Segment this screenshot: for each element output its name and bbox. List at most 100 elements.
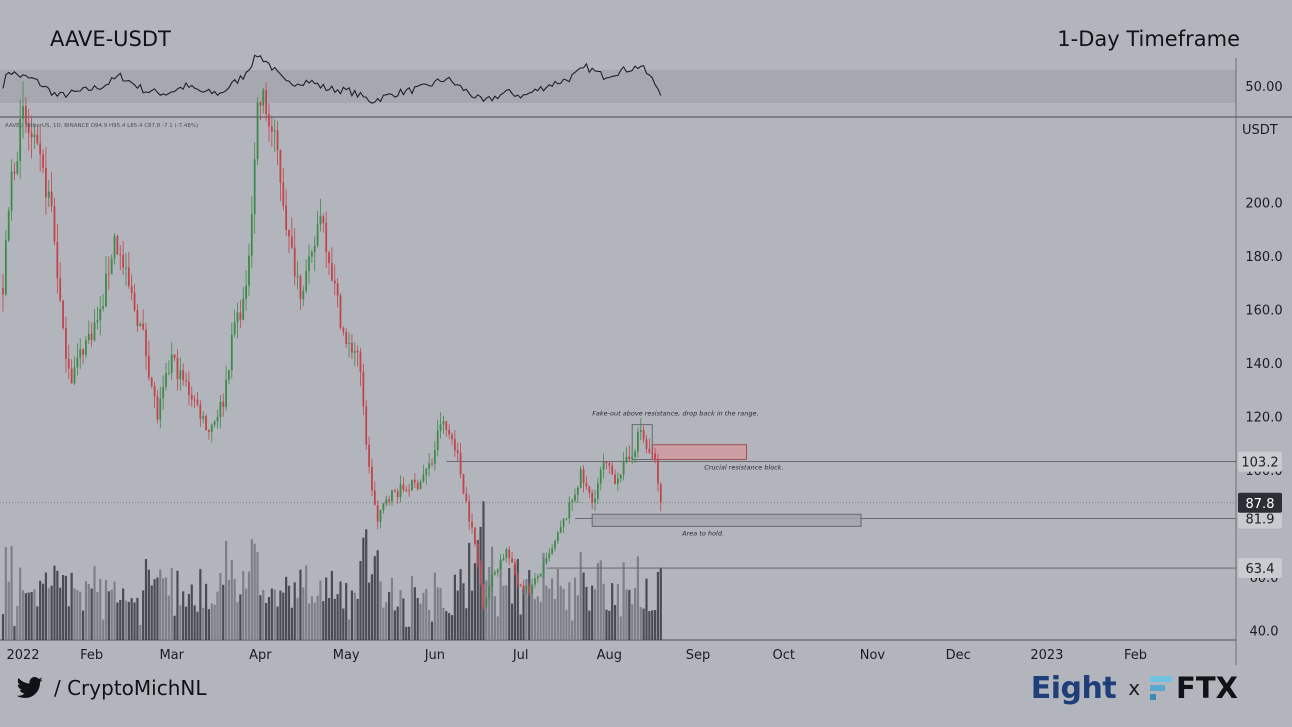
candle [22,105,24,119]
level-tag: 103.2 [1241,456,1278,471]
volume-bar [562,588,565,640]
volume-bar [70,572,73,640]
volume-bar [76,589,79,640]
volume-bar [553,598,557,640]
volume-bar [633,587,637,640]
time-tick: Aug [597,648,622,663]
volume-bar [219,572,222,640]
time-tick: 2023 [1030,648,1063,663]
volume-bar [488,567,491,640]
volume-bar [493,596,497,640]
volume-bar [370,574,374,640]
candle [133,292,136,310]
volume-bar [396,606,399,640]
candle [79,349,82,358]
volume-bar [93,566,96,640]
volume-bar [79,591,82,640]
candle [453,439,456,451]
volume-bar [402,598,405,640]
candle [213,421,216,425]
candle [90,333,93,341]
volume-bar [7,581,10,640]
candle [602,461,605,470]
candle [87,333,90,341]
volume-bar [299,569,302,640]
candle [93,322,96,341]
candle [205,416,207,431]
volume-bar [282,592,285,640]
volume-bar [459,569,462,640]
volume-bar [167,595,170,640]
candle [408,490,411,492]
candle [302,290,305,300]
volume-bar [96,592,99,640]
volume-bar [30,592,33,640]
candle [362,372,365,407]
volume-bar [61,575,65,640]
candle [259,102,262,106]
candle [288,229,290,237]
candle [165,372,167,387]
candle [316,224,319,246]
volume-bar [642,608,645,640]
candle [637,431,639,452]
candle [642,430,645,440]
volume-bar [499,559,502,640]
volume-bar [150,585,153,640]
candles [2,81,662,611]
horizontal-levels[interactable] [0,461,1236,569]
candle [156,396,159,420]
volume-bar [59,587,62,640]
volume-bar [645,578,648,640]
candle [65,327,67,360]
volume-bar [436,587,439,640]
volume-bar [124,600,128,640]
candle [359,351,362,373]
volume-bar [608,610,611,640]
candle [442,421,445,425]
candle [285,205,288,230]
candle [488,586,491,598]
volume-bar [513,564,517,640]
volume-bar [568,582,571,640]
annotation-zones[interactable]: Crucial resistance block. Fake-out above … [591,410,862,538]
volume-bar [127,601,130,640]
volume-bar [648,611,651,640]
candle [562,518,565,527]
volume-bar [4,547,7,640]
candle [345,332,348,345]
candle [325,222,328,253]
candle [2,288,4,295]
candle [305,270,308,291]
candle [654,453,656,460]
volume-bar [164,577,168,640]
candle [371,466,373,491]
time-axis: 2022 Feb Mar Apr May Jun Jul Aug Sep Oct Nov Dec 202… [6,648,1147,663]
candle [328,252,330,264]
author-handle[interactable]: / CryptoMichNL [16,672,206,704]
volume-bar [259,595,262,640]
pair-title: AAVE-USDT [50,27,171,51]
candle [102,306,104,309]
volume-bar [307,603,311,640]
candle [431,463,433,465]
candle [645,439,648,449]
candle [519,584,522,586]
volume-bar [388,592,391,640]
volume-bar [347,619,351,640]
ftx-logo: FTX [1150,671,1238,705]
volume-bar [605,609,608,640]
volume-bar [190,584,193,640]
volume-bar [465,608,468,640]
candle [47,191,50,198]
volume-bar [47,588,50,640]
volume-bar [262,589,265,640]
volume-bar [496,616,499,640]
candle [579,469,582,488]
volume-bar [10,545,13,640]
time-tick: Dec [946,648,971,663]
level-tag-box [1238,451,1282,472]
candle [239,312,242,320]
candle [585,483,588,487]
